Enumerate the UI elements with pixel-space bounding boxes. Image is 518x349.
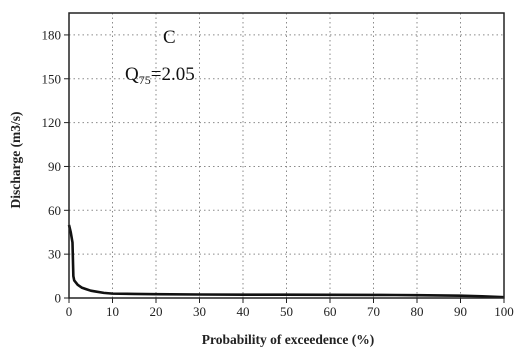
x-tick-label: 90 <box>454 304 467 319</box>
x-tick-label: 50 <box>280 304 293 319</box>
tick-labels: 0 10 20 30 40 50 60 70 80 90 100 0 30 60 90 120 150 180 <box>42 27 514 319</box>
x-tick-label: 80 <box>411 304 424 319</box>
plot-frame <box>68 12 505 299</box>
q75-prefix: Q <box>125 64 139 85</box>
q75-value: =2.05 <box>151 64 195 85</box>
y-tick-label: 30 <box>48 247 61 262</box>
q75-annotation: Q75=2.05 <box>125 64 195 87</box>
x-tick-label: 60 <box>324 304 337 319</box>
y-tick-label: 180 <box>42 27 62 42</box>
panel-label: C <box>163 27 176 48</box>
y-tick-label: 150 <box>42 71 62 86</box>
grid <box>69 12 504 298</box>
x-tick-label: 0 <box>66 304 73 319</box>
q75-subscript: 75 <box>139 73 151 87</box>
y-axis-title: Discharge (m3/s) <box>8 111 23 208</box>
axis-ticks <box>64 34 505 303</box>
x-tick-label: 100 <box>494 304 514 319</box>
y-tick-label: 90 <box>48 159 61 174</box>
x-tick-label: 30 <box>193 304 206 319</box>
x-tick-label: 70 <box>367 304 380 319</box>
x-tick-label: 10 <box>106 304 119 319</box>
y-tick-label: 60 <box>48 203 61 218</box>
x-tick-label: 20 <box>150 304 163 319</box>
x-axis-title: Probability of exceedence (%) <box>202 332 375 347</box>
x-tick-label: 40 <box>237 304 250 319</box>
y-tick-label: 0 <box>55 291 62 306</box>
y-tick-label: 120 <box>42 115 62 130</box>
discharge-curve <box>67 224 505 299</box>
